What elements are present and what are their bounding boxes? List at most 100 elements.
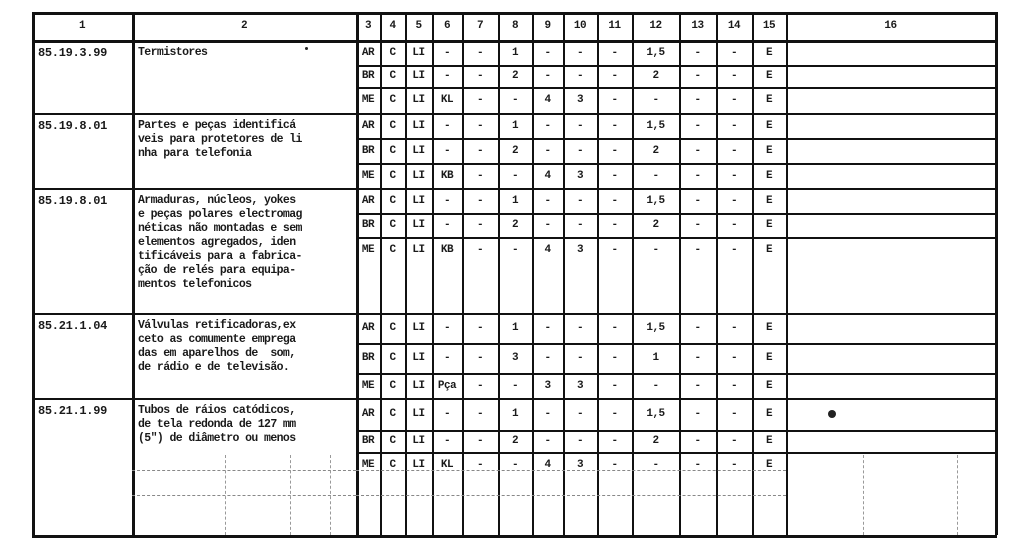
column-header-7: 7 bbox=[476, 20, 484, 32]
cell-col-8: 1 bbox=[511, 119, 519, 132]
cell-col-6: - bbox=[443, 119, 451, 132]
cell-col-13: - bbox=[694, 244, 701, 256]
tariff-code: 85.19.8.01 bbox=[38, 119, 108, 133]
cell-col-9: 4 bbox=[544, 94, 551, 106]
column-rule bbox=[132, 12, 135, 535]
cell-col-8: 1 bbox=[511, 194, 519, 207]
cell-col-7: - bbox=[476, 379, 484, 392]
cell-col-13: - bbox=[694, 94, 701, 106]
column-rule bbox=[597, 12, 599, 535]
column-rule bbox=[356, 12, 359, 535]
cell-col-3: AR bbox=[361, 408, 375, 420]
column-rule bbox=[716, 12, 718, 535]
cell-col-9: - bbox=[544, 408, 551, 420]
cell-col-15: E bbox=[765, 144, 773, 157]
cell-col-8: 1 bbox=[511, 46, 519, 59]
cell-col-6: - bbox=[443, 144, 451, 157]
cell-col-14: - bbox=[730, 459, 738, 471]
cell-col-9: - bbox=[544, 219, 551, 231]
cell-col-3: ME bbox=[361, 244, 375, 256]
faint-rule bbox=[290, 455, 291, 535]
cell-col-15: E bbox=[765, 194, 773, 207]
row-rule bbox=[356, 237, 995, 239]
column-rule bbox=[432, 12, 434, 535]
cell-col-4: C bbox=[389, 169, 396, 182]
cell-col-8: - bbox=[511, 379, 519, 392]
cell-col-12: 2 bbox=[652, 144, 659, 157]
cell-col-12: 2 bbox=[652, 219, 659, 231]
cell-col-8: - bbox=[511, 244, 519, 256]
cell-col-3: ME bbox=[361, 94, 375, 106]
description-line: veis para protetores de li bbox=[138, 133, 302, 146]
cell-col-5: LI bbox=[412, 219, 425, 231]
faint-rule bbox=[225, 455, 226, 535]
faint-rule bbox=[132, 470, 356, 471]
column-rule bbox=[532, 12, 534, 535]
description-line: nha para telefonia bbox=[138, 147, 252, 160]
description-line: (5") de diâmetro ou menos bbox=[138, 432, 296, 445]
cell-col-12: 2 bbox=[652, 435, 659, 447]
column-header-12: 12 bbox=[649, 20, 662, 32]
cell-col-15: E bbox=[765, 70, 773, 82]
description-line: Válvulas retificadoras,ex bbox=[138, 319, 296, 332]
cell-col-4: C bbox=[389, 408, 396, 420]
cell-col-6: - bbox=[443, 70, 451, 82]
cell-col-14: - bbox=[730, 169, 738, 182]
cell-col-14: - bbox=[730, 352, 738, 364]
column-rule bbox=[32, 12, 35, 535]
cell-col-5: LI bbox=[412, 144, 425, 157]
tariff-code: 85.19.3.99 bbox=[38, 46, 108, 60]
cell-col-13: - bbox=[694, 169, 701, 182]
cell-col-4: C bbox=[389, 46, 396, 59]
group-rule bbox=[32, 113, 997, 115]
description-line: tificáveis para a fabrica- bbox=[138, 250, 302, 263]
description-line: Tubos de ráios catódicos, bbox=[138, 404, 296, 417]
cell-col-15: E bbox=[765, 94, 773, 106]
cell-col-9: 4 bbox=[544, 244, 551, 256]
cell-col-5: LI bbox=[412, 94, 425, 106]
cell-col-3: BR bbox=[361, 70, 375, 82]
tariff-code: 85.21.1.04 bbox=[38, 319, 108, 333]
cell-col-10: - bbox=[576, 322, 584, 334]
cell-col-4: C bbox=[389, 144, 396, 157]
cell-col-14: - bbox=[730, 322, 738, 334]
row-rule bbox=[356, 163, 995, 165]
cell-col-9: 4 bbox=[544, 169, 551, 182]
cell-col-14: - bbox=[730, 119, 738, 132]
cell-col-7: - bbox=[476, 244, 484, 256]
row-rule bbox=[356, 87, 995, 89]
cell-col-7: - bbox=[476, 219, 484, 231]
cell-col-12: - bbox=[652, 459, 659, 471]
cell-col-14: - bbox=[730, 144, 738, 157]
cell-col-9: - bbox=[544, 322, 551, 334]
table-top-rule bbox=[32, 12, 997, 15]
cell-col-12: 1,5 bbox=[646, 322, 665, 334]
cell-col-4: C bbox=[389, 119, 396, 132]
cell-col-14: - bbox=[730, 194, 738, 207]
cell-col-7: - bbox=[476, 352, 484, 364]
cell-col-13: - bbox=[694, 70, 701, 82]
cell-col-4: C bbox=[389, 70, 396, 82]
cell-col-8: 2 bbox=[511, 144, 519, 157]
description-line: Partes e peças identificá bbox=[138, 119, 296, 132]
cell-col-11: - bbox=[611, 119, 618, 132]
cell-col-3: BR bbox=[361, 435, 375, 447]
cell-col-8: - bbox=[511, 169, 519, 182]
cell-col-6: Pça bbox=[437, 379, 457, 392]
cell-col-5: LI bbox=[412, 194, 425, 207]
cell-col-3: BR bbox=[361, 219, 375, 231]
column-header-4: 4 bbox=[389, 20, 396, 32]
cell-col-10: 3 bbox=[576, 244, 584, 256]
cell-col-7: - bbox=[476, 94, 484, 106]
cell-col-5: LI bbox=[412, 119, 425, 132]
cell-col-9: - bbox=[544, 144, 551, 157]
column-header-9: 9 bbox=[544, 20, 551, 32]
cell-col-14: - bbox=[730, 46, 738, 59]
description-line: ção de relés para equipa- bbox=[138, 264, 296, 277]
column-rule bbox=[405, 12, 407, 535]
cell-col-10: - bbox=[576, 70, 584, 82]
cell-col-7: - bbox=[476, 194, 484, 207]
cell-col-5: LI bbox=[412, 408, 425, 420]
description-line: Armaduras, núcleos, yokes bbox=[138, 194, 296, 207]
